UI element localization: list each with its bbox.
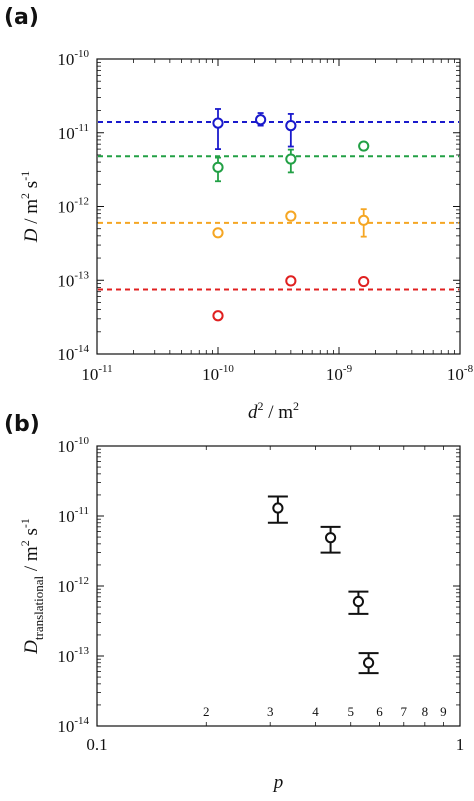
y-tick-exponent: -12 (74, 575, 89, 587)
y-tick-exponent: -10 (74, 48, 89, 60)
y-tick-exponent: -11 (75, 122, 89, 134)
y-tick-label: 10-12 (57, 196, 89, 217)
x-axis-unit-exponent: 2 (293, 399, 299, 413)
x-axis-label: d2 / m2 (248, 399, 299, 423)
y-axis-exponent: 2 (18, 193, 32, 199)
y-axis-unit: / m (21, 199, 42, 229)
panel-b-label: (b) (4, 412, 40, 437)
data-point (285, 153, 297, 165)
x-tick-base: 10 (326, 365, 343, 384)
y-tick-base: 10 (57, 437, 74, 456)
y-tick-base: 10 (57, 717, 74, 736)
y-tick-label: 10-14 (57, 715, 89, 736)
y-axis-subscript: translational (31, 575, 46, 640)
plot-frame (96, 445, 461, 727)
y-axis-unit-seconds: s (21, 528, 42, 540)
data-point (212, 310, 224, 322)
y-axis-symbol: D (21, 640, 42, 655)
y-tick-exponent: -12 (74, 196, 89, 208)
x-minor-tick-label: 4 (312, 704, 319, 719)
data-point (324, 532, 337, 544)
y-axis-label: D / m2 s-1 (18, 171, 42, 243)
y-tick-label: 10-14 (57, 343, 89, 364)
y-tick-exponent: -13 (74, 269, 89, 281)
x-minor-tick-label: 5 (347, 704, 354, 719)
y-axis-exponent: 2 (18, 540, 32, 546)
panel-a-label: (a) (4, 5, 39, 30)
data-point (358, 275, 370, 288)
data-point (362, 657, 375, 669)
y-tick-label: 10-13 (57, 645, 89, 666)
x-minor-tick-label: 3 (267, 704, 274, 719)
data-point (212, 117, 224, 129)
y-tick-label: 10-10 (57, 435, 89, 456)
x-axis-label: p (272, 772, 284, 793)
data-point (285, 210, 297, 222)
y-tick-label: 10-11 (58, 505, 89, 526)
data-point (212, 227, 224, 239)
x-axis-unit: / m (263, 402, 293, 423)
y-tick-base: 10 (57, 345, 74, 364)
y-axis-unit-seconds: s (21, 181, 42, 193)
x-tick-base: 10 (447, 365, 464, 384)
y-axis-exponent: -1 (18, 518, 32, 528)
x-tick-label: 1 (456, 735, 465, 754)
x-tick-exponent: -10 (219, 363, 234, 375)
x-tick-label: 10-8 (447, 363, 474, 384)
x-minor-tick-label: 7 (401, 704, 408, 719)
x-tick-label: 0.1 (86, 735, 107, 754)
y-tick-exponent: -14 (74, 343, 89, 355)
y-tick-label: 10-12 (57, 575, 89, 596)
x-tick-label: 10-9 (326, 363, 353, 384)
y-tick-exponent: -10 (74, 435, 89, 447)
data-point (272, 502, 284, 514)
x-axis-symbol: d (248, 402, 258, 423)
x-tick-base: 10 (81, 365, 98, 384)
x-minor-tick-label: 8 (422, 704, 429, 719)
y-tick-label: 10-10 (57, 48, 89, 69)
x-tick-base: 10 (202, 365, 219, 384)
x-axis-symbol: p (272, 772, 284, 793)
y-tick-exponent: -11 (75, 505, 89, 517)
y-tick-base: 10 (57, 647, 74, 666)
data-point (358, 214, 370, 226)
y-tick-label: 10-11 (58, 122, 89, 143)
y-axis-exponent: -1 (18, 171, 32, 181)
plot-frame (96, 58, 461, 355)
x-tick-label: 10-10 (202, 363, 234, 384)
y-axis-unit: / m (21, 546, 42, 576)
y-tick-label: 10-13 (57, 269, 89, 290)
y-tick-base: 10 (57, 198, 74, 217)
y-tick-base: 10 (57, 50, 74, 69)
y-tick-base: 10 (57, 577, 74, 596)
x-tick-exponent: -8 (464, 363, 474, 375)
y-tick-base: 10 (58, 124, 75, 143)
y-axis-label: Dtranslational / m2 s-1 (18, 518, 46, 655)
x-tick-exponent: -9 (343, 363, 353, 375)
data-point (285, 275, 297, 287)
data-point (285, 120, 297, 132)
x-minor-tick-label: 6 (376, 704, 383, 719)
data-point (255, 114, 267, 126)
y-tick-exponent: -13 (74, 645, 89, 657)
y-tick-base: 10 (57, 271, 74, 290)
x-minor-tick-label: 2 (203, 704, 210, 719)
y-tick-exponent: -14 (74, 715, 89, 727)
x-axis-exponent: 2 (257, 399, 263, 413)
data-point (212, 161, 224, 173)
y-tick-base: 10 (58, 507, 75, 526)
data-point (358, 140, 370, 152)
y-axis-symbol: D (21, 228, 42, 243)
x-tick-exponent: -11 (98, 363, 112, 375)
x-tick-label: 10-11 (81, 363, 112, 384)
x-minor-tick-label: 9 (440, 704, 447, 719)
data-point (352, 595, 365, 608)
